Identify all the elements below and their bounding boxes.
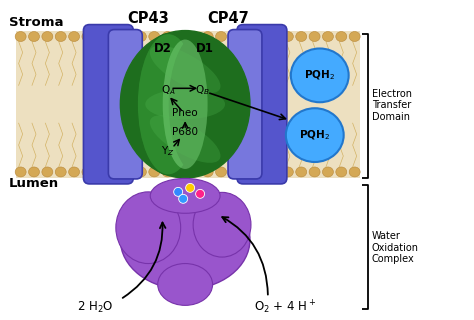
Ellipse shape [69,32,80,42]
Ellipse shape [179,194,188,203]
Ellipse shape [120,190,250,289]
Ellipse shape [122,167,133,177]
Ellipse shape [95,32,106,42]
Ellipse shape [322,167,333,177]
Ellipse shape [309,32,320,42]
Ellipse shape [42,167,53,177]
Text: Pheo: Pheo [173,108,198,118]
Ellipse shape [349,167,360,177]
Ellipse shape [229,32,240,42]
FancyBboxPatch shape [83,25,133,184]
Ellipse shape [162,32,173,42]
Ellipse shape [122,32,133,42]
Text: P680: P680 [172,127,198,137]
Bar [16,31,360,178]
Ellipse shape [349,32,360,42]
Ellipse shape [336,32,347,42]
Ellipse shape [175,32,186,42]
Ellipse shape [189,32,200,42]
Text: D1: D1 [196,42,214,55]
Ellipse shape [269,167,280,177]
Ellipse shape [137,34,199,175]
Ellipse shape [109,32,119,42]
Ellipse shape [158,264,212,305]
Ellipse shape [120,31,250,178]
Ellipse shape [286,108,344,162]
FancyBboxPatch shape [237,25,287,184]
Ellipse shape [283,32,293,42]
Ellipse shape [15,167,26,177]
FancyBboxPatch shape [109,29,142,179]
Ellipse shape [189,167,200,177]
Ellipse shape [296,167,307,177]
Ellipse shape [216,32,227,42]
Ellipse shape [150,46,220,93]
Ellipse shape [216,167,227,177]
Ellipse shape [82,32,93,42]
Ellipse shape [242,167,253,177]
Ellipse shape [186,183,195,192]
Text: CP47: CP47 [207,11,249,26]
Ellipse shape [242,32,253,42]
Text: Q$_A$: Q$_A$ [161,84,175,97]
Text: CP43: CP43 [128,11,169,26]
Text: 2 H$_2$O: 2 H$_2$O [77,300,114,315]
Ellipse shape [150,115,220,163]
Ellipse shape [42,32,53,42]
Ellipse shape [202,32,213,42]
Text: Electron
Transfer
Domain: Electron Transfer Domain [372,89,411,122]
Ellipse shape [136,32,146,42]
Text: PQH$_2$: PQH$_2$ [299,128,330,142]
Ellipse shape [229,167,240,177]
Ellipse shape [82,167,93,177]
Text: D2: D2 [154,42,172,55]
Ellipse shape [336,167,347,177]
Text: O$_2$ + 4 H$^+$: O$_2$ + 4 H$^+$ [254,299,316,316]
Ellipse shape [15,32,26,42]
FancyBboxPatch shape [228,29,262,179]
Ellipse shape [309,167,320,177]
Text: Y$_Z$: Y$_Z$ [162,144,175,158]
Ellipse shape [269,32,280,42]
Ellipse shape [28,167,39,177]
Ellipse shape [255,32,266,42]
Ellipse shape [136,167,146,177]
Ellipse shape [150,179,220,213]
Ellipse shape [145,89,225,119]
Ellipse shape [296,32,307,42]
Ellipse shape [69,167,80,177]
Text: Lumen: Lumen [9,177,59,190]
Ellipse shape [202,167,213,177]
Ellipse shape [255,167,266,177]
Ellipse shape [173,188,182,196]
Ellipse shape [149,167,160,177]
Text: Water
Oxidation
Complex: Water Oxidation Complex [372,231,419,264]
Text: Stroma: Stroma [9,16,63,29]
Ellipse shape [163,40,208,169]
Ellipse shape [28,32,39,42]
Ellipse shape [291,49,349,102]
Ellipse shape [175,167,186,177]
Text: PQH$_2$: PQH$_2$ [304,68,335,82]
Ellipse shape [196,189,205,198]
Ellipse shape [169,34,231,175]
Ellipse shape [109,167,119,177]
Ellipse shape [55,32,66,42]
Ellipse shape [149,32,160,42]
Ellipse shape [116,192,181,264]
Ellipse shape [162,167,173,177]
Ellipse shape [55,167,66,177]
Ellipse shape [95,167,106,177]
Ellipse shape [322,32,333,42]
Ellipse shape [283,167,293,177]
Text: Q$_B$: Q$_B$ [195,84,210,97]
Ellipse shape [193,192,251,257]
